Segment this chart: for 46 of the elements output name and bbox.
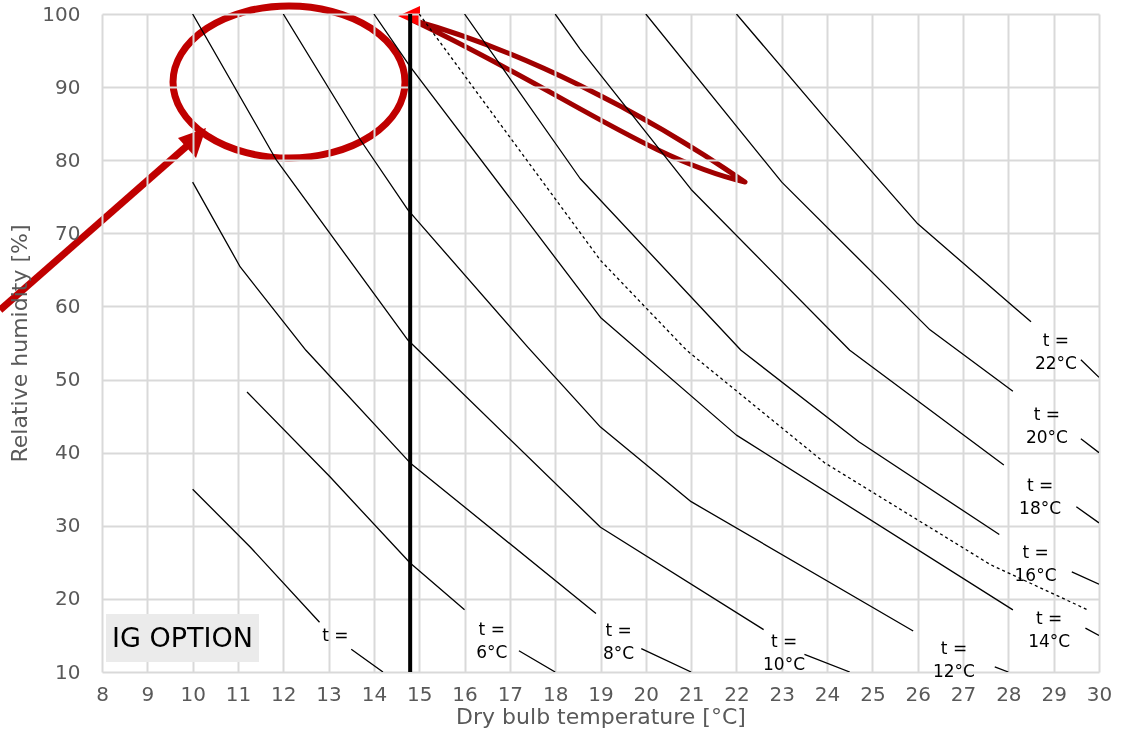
y-tick-label: 100 bbox=[42, 1, 81, 26]
x-tick-label: 29 bbox=[1041, 681, 1067, 706]
x-tick-label: 22 bbox=[724, 681, 750, 706]
y-tick-label: 30 bbox=[55, 513, 81, 538]
x-tick-label: 28 bbox=[996, 681, 1022, 706]
series-label: t = 22°C bbox=[1034, 329, 1077, 373]
y-tick-label: 90 bbox=[55, 74, 81, 99]
series-label: t = 18°C bbox=[1019, 474, 1062, 518]
y-tick-label: 70 bbox=[55, 220, 81, 245]
x-tick-label: 15 bbox=[407, 681, 433, 706]
y-tick-label: 40 bbox=[55, 440, 81, 465]
x-tick-label: 8 bbox=[96, 681, 109, 706]
annotation: IG OPTION bbox=[106, 614, 259, 662]
x-tick-label: 24 bbox=[814, 681, 841, 706]
y-tick-label: 80 bbox=[55, 147, 81, 172]
x-tick-label: 17 bbox=[497, 681, 524, 706]
y-tick-label: 10 bbox=[55, 659, 81, 684]
x-tick-label: 16 bbox=[452, 681, 478, 706]
x-tick-label: 25 bbox=[860, 681, 886, 706]
x-tick-label: 13 bbox=[316, 681, 342, 706]
x-tick-label: 14 bbox=[361, 681, 388, 706]
x-tick-label: 18 bbox=[542, 681, 569, 706]
y-axis-title: Relative humidity [%] bbox=[7, 224, 33, 463]
series-label: t = 16°C bbox=[1014, 542, 1057, 586]
y-tick-label: 50 bbox=[55, 367, 81, 392]
x-tick-label: 21 bbox=[678, 681, 705, 706]
series-label: t = 12°C bbox=[932, 637, 975, 681]
y-tick-label: 60 bbox=[55, 293, 81, 318]
series-label: t = 8°C bbox=[603, 620, 635, 664]
x-tick-label: 9 bbox=[141, 681, 155, 706]
series-label: t = 10°C bbox=[763, 631, 806, 675]
x-tick-label: 12 bbox=[271, 681, 297, 706]
series-label: t = 20°C bbox=[1025, 404, 1068, 448]
x-tick-label: 26 bbox=[905, 681, 931, 706]
x-axis-title: Dry bulb temperature [°C] bbox=[456, 703, 746, 729]
series-label: t = 6°C bbox=[476, 619, 508, 663]
x-tick-label: 23 bbox=[769, 681, 795, 706]
x-tick-label: 20 bbox=[633, 681, 660, 706]
series-label: t = bbox=[322, 624, 349, 645]
x-tick-label: 19 bbox=[588, 681, 614, 706]
x-tick-label: 30 bbox=[1086, 681, 1113, 706]
x-tick-label: 11 bbox=[225, 681, 252, 706]
y-tick-label: 20 bbox=[55, 586, 81, 611]
series-label: t = 14°C bbox=[1028, 607, 1071, 651]
x-tick-label: 27 bbox=[950, 681, 977, 706]
x-tick-label: 10 bbox=[180, 681, 206, 706]
